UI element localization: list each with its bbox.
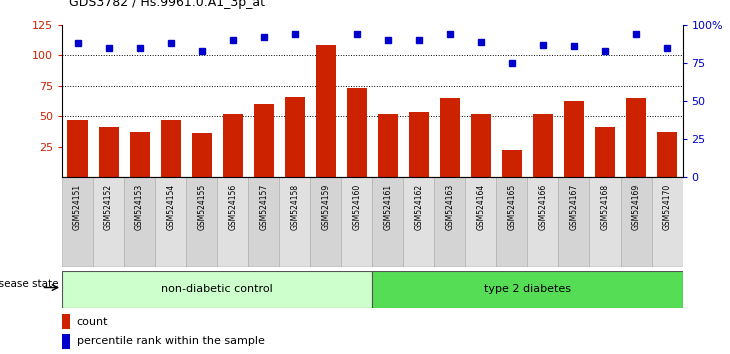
- Text: GSM524162: GSM524162: [415, 184, 423, 230]
- Text: percentile rank within the sample: percentile rank within the sample: [77, 336, 264, 346]
- Bar: [62, 314, 70, 329]
- Text: GSM524167: GSM524167: [569, 184, 578, 230]
- Text: GSM524159: GSM524159: [321, 184, 330, 230]
- Text: GSM524169: GSM524169: [631, 184, 640, 230]
- Bar: [248, 177, 279, 267]
- Bar: [652, 177, 683, 267]
- Text: GSM524163: GSM524163: [445, 184, 454, 230]
- Bar: [279, 177, 310, 267]
- Bar: [434, 177, 466, 267]
- Bar: [62, 334, 70, 348]
- Text: count: count: [77, 316, 108, 327]
- Bar: [218, 177, 248, 267]
- Bar: [466, 177, 496, 267]
- Text: GSM524168: GSM524168: [601, 184, 610, 230]
- Bar: [409, 113, 429, 177]
- Bar: [626, 98, 646, 177]
- Bar: [124, 177, 155, 267]
- Bar: [342, 177, 372, 267]
- Text: GSM524160: GSM524160: [353, 184, 361, 230]
- Bar: [564, 102, 584, 177]
- Bar: [347, 88, 367, 177]
- Bar: [99, 127, 119, 177]
- Text: GSM524152: GSM524152: [104, 184, 113, 230]
- Bar: [620, 177, 652, 267]
- Bar: [595, 127, 615, 177]
- Bar: [285, 97, 305, 177]
- Text: GSM524154: GSM524154: [166, 184, 175, 230]
- Bar: [502, 150, 522, 177]
- Bar: [186, 177, 218, 267]
- Bar: [155, 177, 186, 267]
- Bar: [253, 104, 274, 177]
- Bar: [439, 98, 460, 177]
- Text: GSM524170: GSM524170: [663, 184, 672, 230]
- Bar: [161, 120, 181, 177]
- Bar: [528, 177, 558, 267]
- Text: GSM524153: GSM524153: [135, 184, 144, 230]
- Text: non-diabetic control: non-diabetic control: [161, 284, 273, 295]
- Bar: [315, 45, 336, 177]
- Bar: [310, 177, 342, 267]
- Text: GSM524157: GSM524157: [259, 184, 268, 230]
- Text: GDS3782 / Hs.9961.0.A1_3p_at: GDS3782 / Hs.9961.0.A1_3p_at: [69, 0, 265, 9]
- Bar: [471, 114, 491, 177]
- Bar: [372, 177, 404, 267]
- Bar: [657, 132, 677, 177]
- Text: GSM524164: GSM524164: [477, 184, 485, 230]
- Bar: [590, 177, 620, 267]
- Text: GSM524155: GSM524155: [197, 184, 206, 230]
- Text: GSM524161: GSM524161: [383, 184, 392, 230]
- Bar: [62, 177, 93, 267]
- Bar: [496, 177, 528, 267]
- Bar: [558, 177, 590, 267]
- Text: disease state: disease state: [0, 279, 58, 289]
- Bar: [533, 114, 553, 177]
- Text: GSM524156: GSM524156: [228, 184, 237, 230]
- Text: type 2 diabetes: type 2 diabetes: [484, 284, 571, 295]
- Bar: [372, 271, 683, 308]
- Bar: [93, 177, 124, 267]
- Bar: [404, 177, 434, 267]
- Bar: [129, 132, 150, 177]
- Bar: [377, 114, 398, 177]
- Bar: [223, 114, 243, 177]
- Bar: [191, 133, 212, 177]
- Text: GSM524151: GSM524151: [73, 184, 82, 230]
- Text: GSM524158: GSM524158: [291, 184, 299, 230]
- Text: GSM524166: GSM524166: [539, 184, 548, 230]
- Text: GSM524165: GSM524165: [507, 184, 516, 230]
- Bar: [67, 120, 88, 177]
- Bar: [62, 271, 372, 308]
